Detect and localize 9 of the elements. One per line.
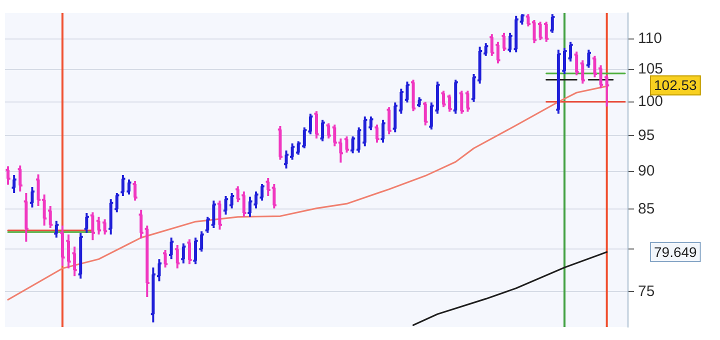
text: 79.649 bbox=[654, 244, 698, 260]
y-tick-label: 100 bbox=[638, 92, 664, 110]
y-tick-label: 110 bbox=[638, 30, 662, 48]
y-tick-label: 75 bbox=[638, 282, 655, 300]
y-tick-label: 95 bbox=[638, 126, 655, 144]
y-tick-label: 85 bbox=[638, 200, 655, 218]
text: 102.53 bbox=[654, 77, 698, 94]
y-tick-label: 105 bbox=[638, 60, 664, 78]
y-tick-label: 90 bbox=[638, 162, 655, 180]
